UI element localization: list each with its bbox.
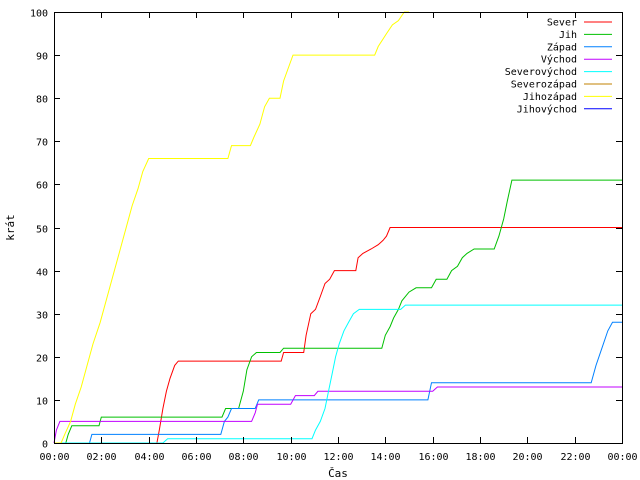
x-tick-label: 12:00: [323, 452, 353, 463]
y-tick-label: 10: [36, 397, 48, 408]
x-tick-label: 02:00: [86, 452, 116, 463]
y-tick-label: 60: [36, 181, 48, 192]
y-tick-label: 50: [36, 225, 48, 236]
legend-label: Sever: [547, 18, 577, 29]
legend-label: Severovýchod: [505, 66, 577, 78]
legend: SeverJihZápadVýchodSeverovýchodSeverozáp…: [505, 18, 612, 115]
series-line-4: [53, 386, 622, 444]
y-tick-label: 40: [36, 268, 48, 279]
y-tick-label: 30: [36, 311, 48, 322]
legend-label: Východ: [541, 54, 577, 66]
legend-label: Západ: [547, 41, 577, 53]
series-line-3: [54, 321, 622, 444]
series-layer: [53, 11, 622, 444]
y-tick-label: 80: [36, 95, 48, 106]
x-tick-label: 14:00: [370, 452, 400, 463]
y-axis-label: krát: [4, 214, 17, 241]
series-line-1: [54, 227, 622, 444]
legend-label: Jihozápad: [523, 91, 577, 103]
x-tick-label: 10:00: [276, 452, 306, 463]
x-tick-label: 00:00: [607, 452, 637, 463]
legend-label: Jihovýchod: [517, 103, 577, 115]
y-tick-label: 20: [36, 354, 48, 365]
x-axis-label: Čas: [328, 467, 348, 480]
series-line-2: [54, 179, 622, 444]
x-tick-label: 08:00: [228, 452, 258, 463]
y-tick-label: 90: [36, 52, 48, 63]
ticks-layer: 0 10 20 30 40 50 60 70 80 90 100 00:00 02:00 04:00 06:…: [30, 9, 638, 464]
legend-label: Jih: [559, 30, 577, 41]
series-line-7: [54, 11, 409, 444]
legend-label: Severozápad: [511, 79, 577, 91]
x-tick-label: 22:00: [560, 452, 590, 463]
series-line-5: [54, 304, 622, 444]
y-tick-label: 70: [36, 138, 48, 149]
x-tick-label: 06:00: [181, 452, 211, 463]
y-tick-label: 0: [42, 440, 48, 451]
y-tick-label: 100: [30, 9, 48, 20]
x-tick-label: 16:00: [418, 452, 448, 463]
x-tick-label: 04:00: [134, 452, 164, 463]
x-tick-label: 00:00: [39, 452, 69, 463]
x-tick-label: 18:00: [465, 452, 495, 463]
x-tick-label: 20:00: [512, 452, 542, 463]
